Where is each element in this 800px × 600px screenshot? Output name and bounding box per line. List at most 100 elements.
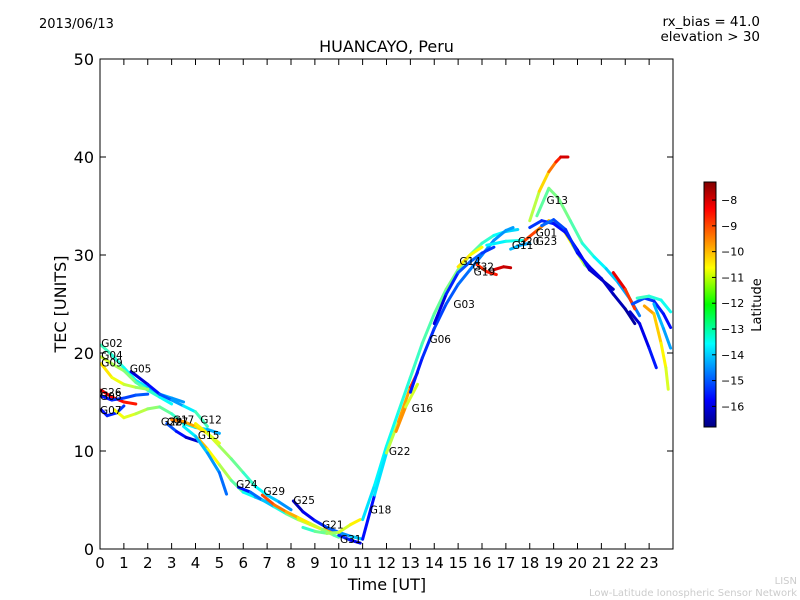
series-segment <box>110 376 126 386</box>
series-segment <box>146 405 162 411</box>
series-segment <box>217 444 233 461</box>
series-segment <box>229 457 245 475</box>
x-tick-label: 0 <box>95 554 105 572</box>
series-segment <box>623 287 637 311</box>
series-segment <box>296 516 312 526</box>
satellite-label: G17 <box>173 415 195 427</box>
x-tick-label: 10 <box>329 554 348 572</box>
series-segment <box>205 447 221 467</box>
series-segment <box>518 241 532 247</box>
series-segment <box>349 518 362 526</box>
rx-bias-label: rx_bias = 41.0 <box>662 14 760 30</box>
series-segment <box>205 427 221 435</box>
satellite-label: G07 <box>100 405 122 417</box>
series-segment <box>504 226 515 232</box>
series-G36 <box>642 304 670 391</box>
series-G09 <box>99 362 150 391</box>
series-segment <box>122 369 138 384</box>
series-G35 <box>635 294 673 314</box>
series-segment <box>146 388 162 399</box>
x-tick-label: 11 <box>353 554 372 572</box>
colorbar-tick-label: −15 <box>721 375 744 388</box>
colorbar-tick-label: −13 <box>721 323 744 336</box>
x-axis-label: Time [UT] <box>347 575 426 594</box>
satellite-label: G11 <box>512 240 534 252</box>
series-segment <box>604 267 620 284</box>
series-segment <box>456 260 472 275</box>
series-G21 <box>301 518 362 535</box>
satellite-label: G14 <box>459 256 481 268</box>
series-segment <box>361 483 377 522</box>
series-segment <box>547 160 558 174</box>
series-segment <box>444 271 460 296</box>
series-segment <box>623 307 637 326</box>
series-segment <box>284 510 300 520</box>
y-tick-label: 40 <box>74 148 94 167</box>
series-segment <box>110 362 126 373</box>
series-segment <box>659 298 673 314</box>
series-segment <box>528 219 544 230</box>
series-segment <box>146 382 162 396</box>
series-segment <box>568 219 584 245</box>
series-segment <box>248 490 264 502</box>
series-segment <box>337 530 353 538</box>
series-segment <box>158 405 174 416</box>
series-segment <box>170 418 186 424</box>
series-segment <box>611 271 627 291</box>
series-segment <box>253 484 269 497</box>
series-segment <box>611 292 627 311</box>
series-segment <box>158 392 174 402</box>
series-G13 <box>528 155 570 223</box>
series-segment <box>456 268 472 286</box>
series-segment <box>110 353 126 370</box>
series-segment <box>122 366 138 382</box>
satellite-label: G01 <box>536 227 558 239</box>
series-segment <box>661 327 673 350</box>
series-G08 <box>99 392 150 402</box>
satellite-label: G18 <box>370 505 392 517</box>
satellite-label: G19 <box>474 267 496 279</box>
series-segment <box>647 346 658 370</box>
series-segment <box>468 251 484 264</box>
series-segment <box>432 287 448 316</box>
series-segment <box>444 268 460 291</box>
series-segment <box>509 243 522 251</box>
series-segment <box>170 396 186 404</box>
series-G30 <box>540 218 637 326</box>
series-G05 <box>129 370 209 428</box>
series-segment <box>628 310 642 326</box>
x-tick-label: 4 <box>191 554 201 572</box>
series-segment <box>504 238 527 243</box>
series-segment <box>432 292 448 326</box>
series-layer <box>99 155 673 545</box>
series-segment <box>485 239 508 247</box>
series-segment <box>540 218 556 228</box>
x-tick-label: 3 <box>167 554 177 572</box>
y-tick-label: 50 <box>74 50 94 69</box>
series-segment <box>217 463 233 482</box>
series-segment <box>580 241 596 259</box>
series-segment <box>408 341 424 379</box>
y-tick-label: 20 <box>74 344 94 363</box>
series-segment <box>174 429 188 439</box>
series-G33 <box>611 271 637 311</box>
satellite-label: G23 <box>536 236 558 248</box>
series-segment <box>194 422 209 435</box>
y-tick-label: 0 <box>84 540 94 559</box>
series-segment <box>313 519 329 529</box>
series-segment <box>158 395 174 406</box>
series-G14 <box>456 245 484 269</box>
footer-network: Low-Latitude Ionospheric Sensor Network <box>589 588 797 599</box>
series-segment <box>552 218 568 232</box>
series-segment <box>647 294 663 302</box>
series-segment <box>599 277 615 296</box>
series-segment <box>112 408 126 420</box>
x-tick-label: 20 <box>568 554 587 572</box>
series-segment <box>217 471 229 496</box>
series-segment <box>537 170 551 193</box>
series-segment <box>444 282 460 306</box>
series-G13b <box>535 186 642 318</box>
series-segment <box>134 407 150 416</box>
colorbar-tick-label: −16 <box>721 400 744 413</box>
